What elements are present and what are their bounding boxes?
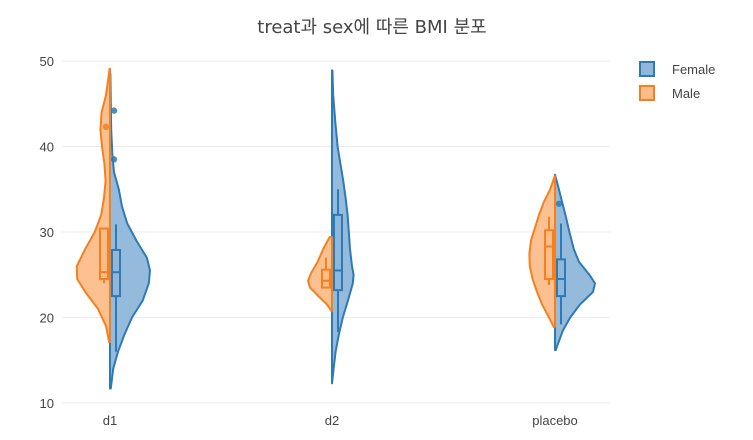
- legend-label: Female: [672, 62, 715, 77]
- box-iqr: [544, 229, 554, 281]
- y-tick-label: 10: [40, 396, 54, 411]
- legend-item-female[interactable]: Female: [639, 61, 715, 77]
- chart-title: treat과 sex에 따른 BMI 분포: [257, 17, 486, 38]
- legend[interactable]: Female Male: [639, 61, 715, 101]
- violin-male-d1[interactable]: [75, 67, 111, 344]
- legend-item-male[interactable]: Male: [639, 85, 700, 101]
- legend-swatch: [639, 61, 655, 77]
- violin-shape: [554, 173, 596, 351]
- violin-shape: [75, 67, 111, 344]
- x-tick-label-d2: d2: [325, 413, 339, 428]
- y-tick-label: 50: [40, 54, 54, 69]
- legend-label: Male: [672, 86, 700, 101]
- legend-swatch: [639, 85, 655, 101]
- box-iqr: [321, 268, 331, 289]
- violin-shape: [528, 175, 556, 328]
- outlier-point[interactable]: [102, 123, 110, 131]
- x-tick-label-placebo: placebo: [532, 413, 578, 428]
- violin-female-placebo[interactable]: [554, 173, 596, 351]
- y-tick-label: 20: [40, 311, 54, 326]
- violin-male-d2[interactable]: [307, 236, 333, 312]
- outlier-point[interactable]: [555, 200, 563, 207]
- box-iqr: [333, 213, 343, 292]
- violin-male-placebo[interactable]: [528, 175, 556, 328]
- violin-shape: [307, 236, 333, 312]
- y-tick-label: 30: [40, 225, 54, 240]
- y-axis-ticks: 10 20 30 40 50: [40, 54, 54, 411]
- violin-plot-area: [75, 67, 596, 390]
- violin-female-d1[interactable]: [109, 72, 151, 390]
- outlier-point[interactable]: [110, 107, 118, 114]
- x-tick-label-d1: d1: [103, 413, 117, 428]
- y-tick-label: 40: [40, 140, 54, 155]
- box-iqr: [99, 227, 109, 281]
- violin-female-d2[interactable]: [331, 69, 355, 385]
- x-axis-ticks: d1 d2 placebo: [103, 413, 578, 428]
- box-iqr: [556, 258, 566, 298]
- outlier-point[interactable]: [110, 156, 118, 163]
